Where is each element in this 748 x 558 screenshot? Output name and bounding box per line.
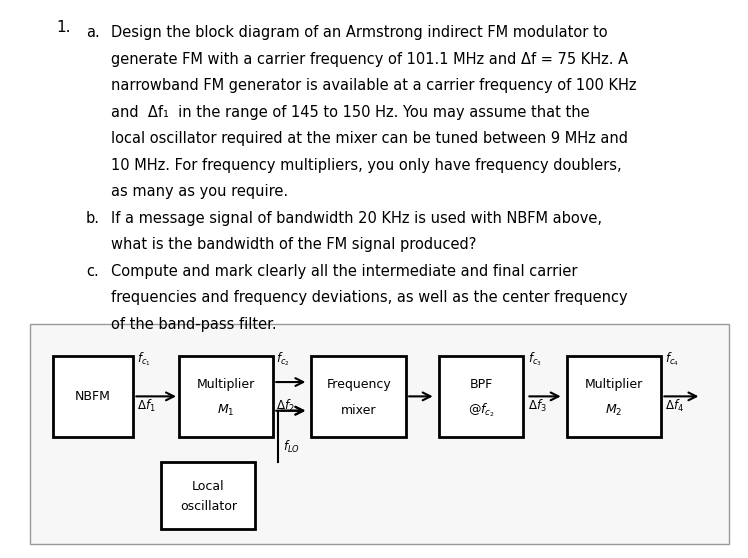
Text: NBFM: NBFM (75, 390, 111, 403)
Text: If a message signal of bandwidth 20 KHz is used with NBFM above,: If a message signal of bandwidth 20 KHz … (111, 210, 601, 225)
Text: what is the bandwidth of the FM signal produced?: what is the bandwidth of the FM signal p… (111, 237, 476, 252)
Text: Local: Local (192, 480, 224, 493)
Text: c.: c. (86, 263, 99, 278)
FancyBboxPatch shape (30, 324, 729, 544)
Text: and  Δf₁  in the range of 145 to 150 Hz. You may assume that the: and Δf₁ in the range of 145 to 150 Hz. Y… (111, 105, 589, 119)
Text: $\Delta f_1$: $\Delta f_1$ (137, 398, 156, 414)
FancyBboxPatch shape (311, 355, 406, 437)
Text: $f_{c_1}$: $f_{c_1}$ (137, 350, 150, 368)
Text: $f_{c_3}$: $f_{c_3}$ (528, 350, 542, 368)
Text: $f_{LO}$: $f_{LO}$ (283, 439, 300, 455)
Text: of the band-pass filter.: of the band-pass filter. (111, 316, 276, 331)
Text: 1.: 1. (56, 20, 70, 35)
Text: Multiplier: Multiplier (585, 378, 643, 392)
Text: $M_1$: $M_1$ (217, 403, 235, 418)
FancyBboxPatch shape (567, 355, 661, 437)
Text: b.: b. (86, 210, 100, 225)
Text: Multiplier: Multiplier (197, 378, 255, 392)
Text: $\Delta f_4$: $\Delta f_4$ (665, 398, 684, 414)
Text: BPF: BPF (470, 378, 493, 392)
Text: generate FM with a carrier frequency of 101.1 MHz and Δf = 75 KHz. A: generate FM with a carrier frequency of … (111, 52, 628, 66)
Text: oscillator: oscillator (180, 501, 237, 513)
Text: $M_2$: $M_2$ (605, 403, 622, 418)
Text: $f_{c_2}$: $f_{c_2}$ (276, 350, 289, 368)
Text: as many as you require.: as many as you require. (111, 184, 288, 199)
Text: a.: a. (86, 25, 99, 40)
Text: local oscillator required at the mixer can be tuned between 9 MHz and: local oscillator required at the mixer c… (111, 131, 628, 146)
Text: $\Delta f_3$: $\Delta f_3$ (528, 398, 547, 414)
FancyBboxPatch shape (52, 355, 133, 437)
Text: 10 MHz. For frequency multipliers, you only have frequency doublers,: 10 MHz. For frequency multipliers, you o… (111, 157, 622, 172)
FancyBboxPatch shape (161, 463, 256, 528)
FancyBboxPatch shape (179, 355, 273, 437)
Text: frequencies and frequency deviations, as well as the center frequency: frequencies and frequency deviations, as… (111, 290, 628, 305)
Text: narrowband FM generator is available at a carrier frequency of 100 KHz: narrowband FM generator is available at … (111, 78, 637, 93)
Text: Compute and mark clearly all the intermediate and final carrier: Compute and mark clearly all the interme… (111, 263, 577, 278)
Text: Design the block diagram of an Armstrong indirect FM modulator to: Design the block diagram of an Armstrong… (111, 25, 607, 40)
Text: $f_{c_4}$: $f_{c_4}$ (665, 350, 679, 368)
FancyBboxPatch shape (439, 355, 523, 437)
Text: Frequency: Frequency (326, 378, 391, 392)
Text: mixer: mixer (341, 404, 376, 417)
Text: $\Delta f_2$: $\Delta f_2$ (276, 398, 295, 414)
Text: $@f_{c_2}$: $@f_{c_2}$ (468, 401, 494, 419)
